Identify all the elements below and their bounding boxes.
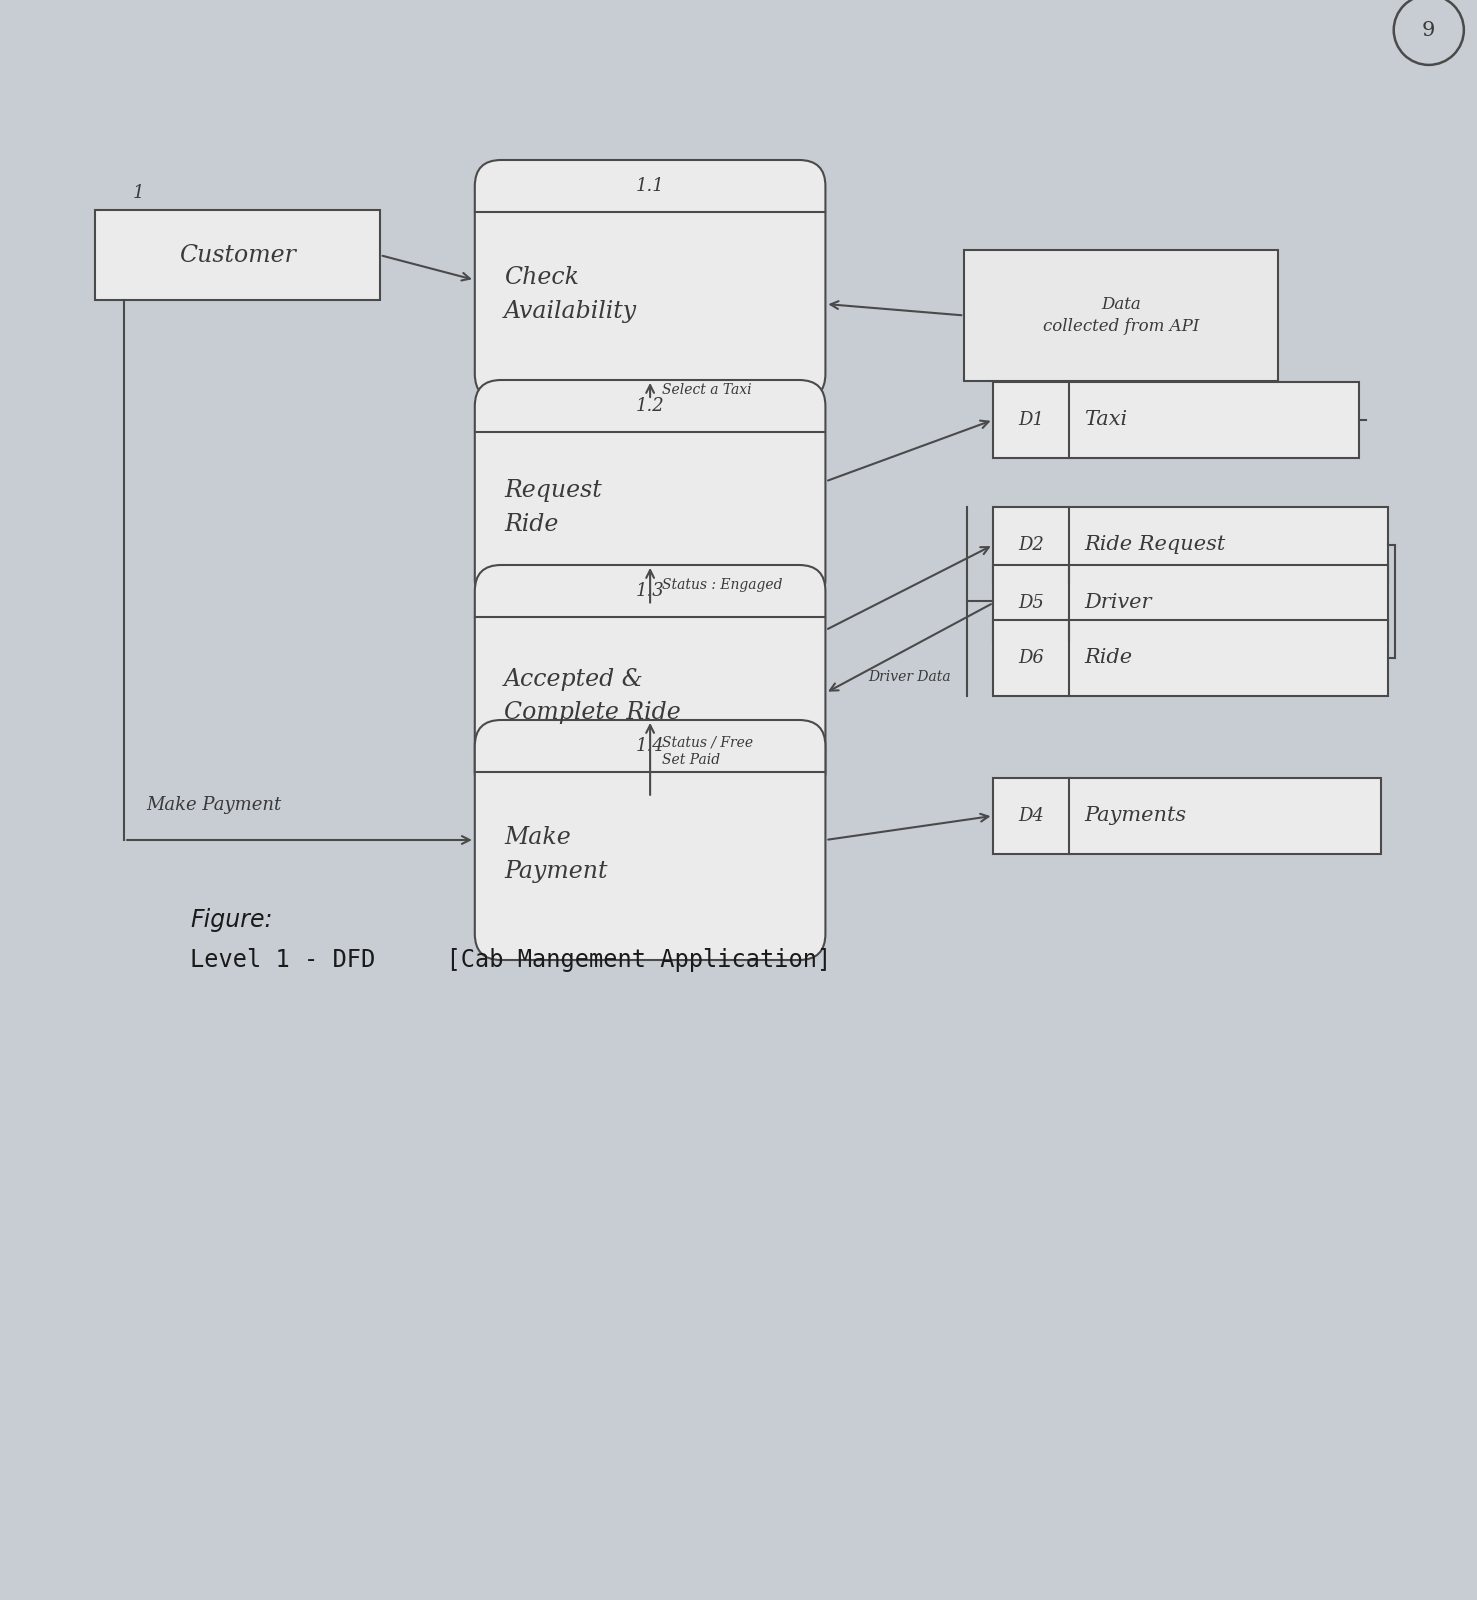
Text: Ride: Ride bbox=[1084, 648, 1133, 667]
FancyBboxPatch shape bbox=[474, 565, 826, 798]
Text: 9: 9 bbox=[1422, 21, 1436, 40]
Text: D5: D5 bbox=[1019, 594, 1044, 611]
Text: Driver: Driver bbox=[1084, 594, 1152, 613]
Text: 1.1: 1.1 bbox=[635, 178, 665, 195]
Text: Customer: Customer bbox=[179, 243, 295, 267]
FancyBboxPatch shape bbox=[994, 619, 1388, 696]
Text: Accepted &
Complete Ride: Accepted & Complete Ride bbox=[504, 667, 681, 725]
Text: D1: D1 bbox=[1019, 411, 1044, 429]
Text: Status : Engaged: Status : Engaged bbox=[662, 578, 783, 592]
Text: Make Payment: Make Payment bbox=[146, 795, 281, 814]
FancyBboxPatch shape bbox=[95, 210, 380, 301]
Text: D2: D2 bbox=[1019, 536, 1044, 554]
Text: D4: D4 bbox=[1019, 806, 1044, 826]
Text: Driver Data: Driver Data bbox=[868, 670, 951, 685]
Text: Check
Availability: Check Availability bbox=[504, 266, 637, 323]
Text: Taxi: Taxi bbox=[1084, 410, 1127, 429]
FancyBboxPatch shape bbox=[994, 778, 1381, 854]
FancyBboxPatch shape bbox=[964, 250, 1278, 381]
Text: Ride Request: Ride Request bbox=[1084, 536, 1226, 554]
Text: D6: D6 bbox=[1019, 650, 1044, 667]
Text: Payments: Payments bbox=[1084, 806, 1186, 826]
FancyBboxPatch shape bbox=[474, 720, 826, 960]
Text: 1.4: 1.4 bbox=[635, 738, 665, 755]
FancyBboxPatch shape bbox=[474, 160, 826, 400]
FancyBboxPatch shape bbox=[994, 507, 1388, 582]
Text: 1.3: 1.3 bbox=[635, 582, 665, 600]
Text: Select a Taxi: Select a Taxi bbox=[662, 382, 752, 397]
Text: Status / Free
Set Paid: Status / Free Set Paid bbox=[662, 736, 753, 768]
Text: Figure:: Figure: bbox=[191, 909, 272, 931]
Text: Request
Ride: Request Ride bbox=[504, 478, 601, 536]
Text: 1.2: 1.2 bbox=[635, 397, 665, 414]
Text: 1: 1 bbox=[133, 184, 145, 202]
FancyBboxPatch shape bbox=[994, 565, 1388, 640]
FancyBboxPatch shape bbox=[994, 382, 1359, 458]
FancyBboxPatch shape bbox=[474, 379, 826, 605]
Text: Make
Payment: Make Payment bbox=[504, 826, 607, 883]
Text: Data
collected from API: Data collected from API bbox=[1043, 296, 1199, 334]
Text: Level 1 - DFD     [Cab Mangement Application]: Level 1 - DFD [Cab Mangement Application… bbox=[191, 947, 832, 971]
